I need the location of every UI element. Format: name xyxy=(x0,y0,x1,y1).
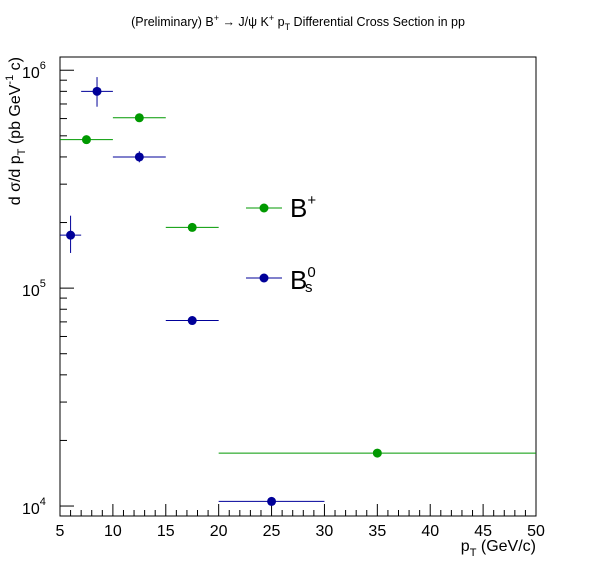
x-tick-label: 40 xyxy=(421,523,439,540)
legend-entry-bs0: B0 s xyxy=(246,264,316,296)
x-tick-label: 5 xyxy=(56,523,65,540)
y-tick-label: 105 xyxy=(22,278,46,300)
y-tick-label: 106 xyxy=(22,60,46,82)
x-axis-title: pT (GeV/c) xyxy=(461,538,536,559)
chart-title: (Preliminary) B+ → J/ψ K+ pT Differentia… xyxy=(131,13,465,32)
x-tick-label: 30 xyxy=(316,523,334,540)
data-point xyxy=(187,316,197,326)
series-bplus xyxy=(60,113,536,458)
plot-frame xyxy=(59,56,537,517)
legend-entry-bplus: B+ xyxy=(246,192,316,223)
x-tick-label: 50 xyxy=(527,523,545,540)
y-axis-title: d σ/d pT (pb GeV-1 c) xyxy=(4,57,28,205)
x-tick-label: 20 xyxy=(210,523,228,540)
legend: B+ B0 s xyxy=(246,192,316,296)
x-axis: 5 10 15 20 25 30 35 40 45 50 xyxy=(56,504,545,540)
legend-marker-bs0 xyxy=(259,273,269,283)
data-point xyxy=(81,135,91,145)
series-bs0 xyxy=(60,77,325,507)
data-point xyxy=(187,222,197,232)
data-point xyxy=(372,448,382,458)
x-tick-label: 15 xyxy=(157,523,175,540)
data-series xyxy=(60,77,536,507)
data-point xyxy=(134,152,144,162)
legend-marker-bplus xyxy=(259,203,269,213)
legend-label-bs0: B0 s xyxy=(290,264,316,296)
y-axis: 104 105 106 xyxy=(22,60,74,518)
data-point xyxy=(267,496,277,506)
y-tick-label: 104 xyxy=(22,496,46,518)
x-tick-label: 25 xyxy=(263,523,281,540)
data-point xyxy=(66,230,76,240)
x-tick-label: 10 xyxy=(104,523,122,540)
data-point xyxy=(134,113,144,123)
data-point xyxy=(92,86,102,96)
x-tick-label: 35 xyxy=(368,523,386,540)
x-tick-label: 45 xyxy=(474,523,492,540)
legend-label-bplus: B+ xyxy=(290,192,316,223)
